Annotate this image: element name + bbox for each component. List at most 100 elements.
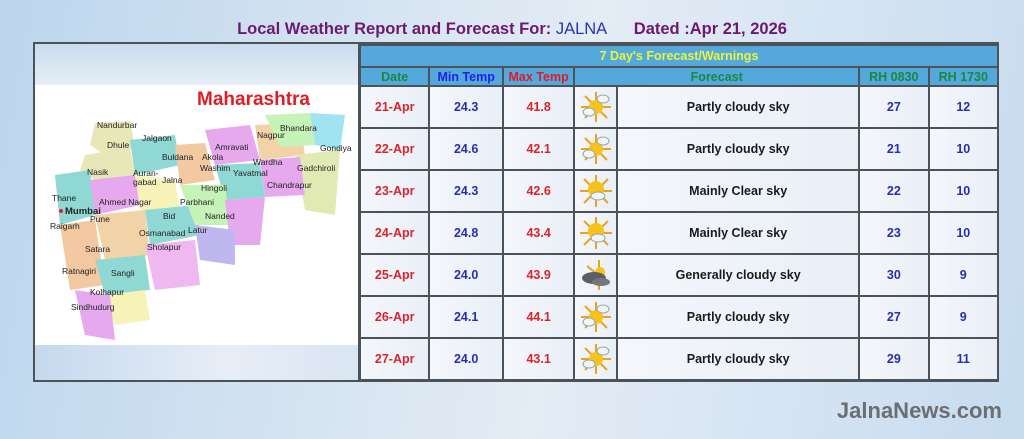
forecast-row: 22-Apr 24.6 42.1 Partly cloudy sky 21 10 <box>358 127 1000 171</box>
col-rh-0830: RH 0830 <box>858 66 930 87</box>
row-date: 21-Apr <box>358 85 431 129</box>
partly-cloudy-icon <box>573 85 619 129</box>
maharashtra-map: Maharashtra <box>35 85 358 345</box>
row-rh-1730: 10 <box>927 169 1000 213</box>
col-date: Date <box>358 66 431 87</box>
row-rh-0830: 27 <box>858 85 930 129</box>
forecast-table: 7 Day's Forecast/Warnings Date Min Temp … <box>358 44 1000 381</box>
map-shape <box>55 113 345 340</box>
row-date: 22-Apr <box>358 127 431 171</box>
city-label: Osmanabad <box>139 228 186 238</box>
city-label: Akola <box>202 152 224 162</box>
partly-cloudy-icon <box>573 337 619 381</box>
row-rh-1730: 11 <box>927 337 1000 381</box>
city-label: Satara <box>85 244 111 254</box>
row-date: 27-Apr <box>358 337 431 381</box>
row-rh-0830: 22 <box>858 169 930 213</box>
row-min-temp: 24.6 <box>428 127 504 171</box>
mumbai-marker-icon <box>59 209 63 213</box>
city-label: Pune <box>90 214 110 224</box>
forecast-row: 26-Apr 24.1 44.1 Partly cloudy sky 27 9 <box>358 295 1000 339</box>
city-label: Bid <box>163 211 176 221</box>
city-label: Sangli <box>111 268 135 278</box>
row-min-temp: 24.3 <box>428 169 504 213</box>
title-prefix: Local Weather Report and Forecast For: <box>237 20 552 38</box>
col-forecast: Forecast <box>573 66 861 87</box>
city-label: Gondiya <box>320 143 352 153</box>
row-min-temp: 24.3 <box>428 85 504 129</box>
row-max-temp: 44.1 <box>501 295 576 339</box>
city-name: JALNA <box>555 20 608 38</box>
city-label: Hingoli <box>201 183 227 193</box>
forecast-row: 27-Apr 24.0 43.1 Partly cloudy sky 29 11 <box>358 337 1000 381</box>
city-label: Dhule <box>107 140 130 150</box>
row-max-temp: 42.1 <box>501 127 576 171</box>
row-date: 24-Apr <box>358 211 431 255</box>
forecast-row: 24-Apr 24.8 43.4 Mainly Clear sky 23 10 <box>358 211 1000 255</box>
row-rh-0830: 27 <box>858 295 930 339</box>
map-column: Maharashtra <box>35 44 360 380</box>
row-forecast: Partly cloudy sky <box>616 337 861 381</box>
report-date: Dated :Apr 21, 2026 <box>633 20 787 38</box>
forecast-row: 25-Apr 24.0 43.9 Generally cloudy sky 30 9 <box>358 253 1000 297</box>
generally-cloudy-icon <box>573 253 619 297</box>
row-rh-1730: 10 <box>927 127 1000 171</box>
row-rh-0830: 29 <box>858 337 930 381</box>
city-label: Washim <box>200 163 231 173</box>
row-min-temp: 24.1 <box>428 295 504 339</box>
row-forecast: Partly cloudy sky <box>616 127 861 171</box>
city-label: Sindhudurg <box>71 302 115 312</box>
city-label: Parbhani <box>180 197 215 207</box>
city-label: Raigarh <box>50 221 80 231</box>
city-label: Nanded <box>205 211 235 221</box>
row-rh-1730: 9 <box>927 295 1000 339</box>
map-title: Maharashtra <box>197 89 310 110</box>
site-watermark: JalnaNews.com <box>836 398 1002 423</box>
city-label: Ahmed Nagar <box>99 197 152 207</box>
forecast-row: 23-Apr 24.3 42.6 Mainly Clear sky 22 10 <box>358 169 1000 213</box>
row-rh-0830: 23 <box>858 211 930 255</box>
city-label: Sholapur <box>147 242 182 252</box>
mainly-clear-icon <box>573 211 619 255</box>
row-rh-1730: 9 <box>927 253 1000 297</box>
city-label: Nagpur <box>257 130 285 140</box>
city-label: Nasik <box>87 167 109 177</box>
partly-cloudy-icon <box>573 295 619 339</box>
row-max-temp: 43.4 <box>501 211 576 255</box>
row-min-temp: 24.0 <box>428 337 504 381</box>
city-label: Auran-gabad <box>133 168 159 187</box>
city-label: Latur <box>188 225 208 235</box>
row-rh-0830: 21 <box>858 127 930 171</box>
col-min-temp: Min Temp <box>428 66 504 87</box>
city-label: Jalgaon <box>142 133 172 143</box>
city-label: Bhandara <box>280 123 317 133</box>
city-label-mumbai: Mumbai <box>65 206 101 217</box>
row-forecast: Generally cloudy sky <box>616 253 861 297</box>
city-label: Chandrapur <box>267 180 312 190</box>
city-label: Gadchiroli <box>297 163 336 173</box>
city-label: Wardha <box>253 157 283 167</box>
col-rh-1730: RH 1730 <box>927 66 1000 87</box>
row-min-temp: 24.8 <box>428 211 504 255</box>
forecast-banner: 7 Day's Forecast/Warnings <box>359 44 999 68</box>
row-min-temp: 24.0 <box>428 253 504 297</box>
city-label: Ratnagiri <box>62 266 97 276</box>
report-frame: Maharashtra <box>33 42 1000 382</box>
row-rh-1730: 10 <box>927 211 1000 255</box>
row-max-temp: 43.9 <box>501 253 576 297</box>
partly-cloudy-icon <box>573 127 619 171</box>
city-label: Buldana <box>162 152 194 162</box>
city-label: Jalna <box>162 175 183 185</box>
page-title: Local Weather Report and Forecast For: J… <box>0 20 1024 39</box>
row-max-temp: 42.6 <box>501 169 576 213</box>
row-rh-0830: 30 <box>858 253 930 297</box>
city-label: Kolhapur <box>90 287 125 297</box>
city-label: Yavatmal <box>233 168 268 178</box>
city-label: Amravati <box>215 142 249 152</box>
row-forecast: Partly cloudy sky <box>616 85 861 129</box>
city-label: Nandurbar <box>97 120 138 130</box>
row-forecast: Partly cloudy sky <box>616 295 861 339</box>
row-date: 25-Apr <box>358 253 431 297</box>
row-date: 26-Apr <box>358 295 431 339</box>
row-forecast: Mainly Clear sky <box>616 169 861 213</box>
